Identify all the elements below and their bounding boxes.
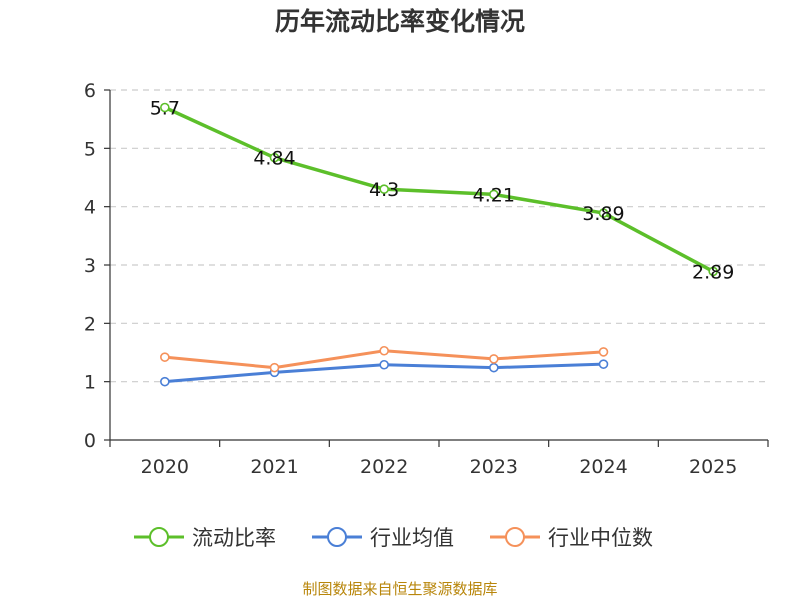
y-tick-label: 5 — [84, 138, 96, 160]
source-footer: 制图数据来自恒生聚源数据库 — [302, 580, 498, 598]
y-tick-label: 4 — [84, 197, 96, 219]
data-point — [598, 208, 609, 218]
data-label: 4.21 — [473, 184, 515, 206]
x-tick-label: 2020 — [141, 456, 189, 478]
data-label: 2.89 — [692, 261, 734, 283]
y-tick-label: 2 — [84, 313, 96, 335]
x-tick-label: 2025 — [689, 456, 737, 478]
x-tick-label: 2023 — [470, 456, 518, 478]
data-point — [160, 376, 170, 387]
data-point — [269, 362, 280, 373]
data-point — [379, 359, 389, 370]
data-point — [379, 345, 389, 356]
data-point — [489, 362, 499, 373]
x-tick-label: 2021 — [250, 456, 298, 478]
data-label: 4.3 — [369, 179, 399, 201]
legend-marker — [327, 527, 347, 547]
series-line — [164, 105, 714, 273]
data-point — [269, 152, 280, 163]
grid — [110, 89, 768, 383]
data-point — [489, 354, 499, 364]
series — [160, 102, 718, 387]
legend-marker — [149, 527, 169, 547]
data-point — [160, 102, 170, 113]
data-point — [598, 359, 609, 369]
y-tick-label: 6 — [84, 80, 96, 102]
y-tick-label: 3 — [84, 255, 96, 277]
data-label: 5.7 — [150, 98, 180, 120]
legend-label: 行业均值 — [370, 526, 454, 550]
legend-label: 行业中位数 — [548, 526, 653, 550]
x-tick-label: 2022 — [360, 456, 408, 478]
legend[interactable]: 流动比率 行业均值 行业中位数 — [134, 526, 653, 550]
legend-item[interactable]: 行业均值 — [312, 526, 454, 550]
y-tick-label: 0 — [84, 430, 96, 452]
data-label: 4.84 — [253, 148, 295, 170]
x-tick-label: 2024 — [579, 456, 627, 478]
chart-title: 历年流动比率变化情况 — [274, 7, 525, 36]
axes: 0 1 2 3 4 5 6 2020 2021 2022 2023 2024 2025 — [84, 80, 769, 478]
data-labels: 5.7 4.84 4.3 4.21 3.89 2.89 — [150, 98, 735, 284]
data-point — [160, 352, 170, 362]
data-point — [598, 347, 609, 357]
y-tick-label: 1 — [84, 372, 96, 394]
legend-item[interactable]: 流动比率 — [134, 526, 276, 550]
data-point — [708, 266, 718, 277]
legend-item[interactable]: 行业中位数 — [490, 526, 653, 550]
legend-label: 流动比率 — [192, 526, 276, 550]
data-point — [379, 184, 389, 194]
legend-marker — [505, 527, 525, 547]
data-label: 3.89 — [582, 203, 624, 225]
data-point — [489, 189, 499, 200]
